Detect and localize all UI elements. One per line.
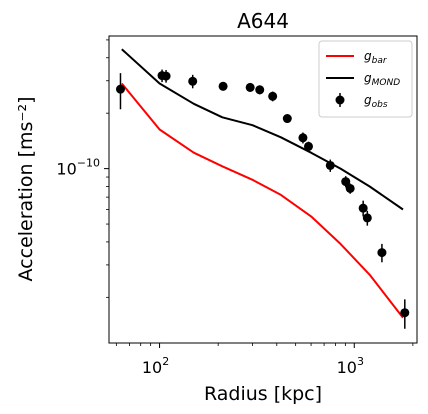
x-axis-label: Radius [kpc] (204, 383, 322, 405)
series-obs-point (188, 76, 198, 86)
series-obs-point (298, 133, 308, 143)
y-axis-label: Acceleration [ms⁻²] (15, 97, 37, 282)
legend-obs-label: gobs (364, 93, 388, 110)
series-obs-point (341, 177, 351, 187)
legend-MOND-label: gMOND (364, 71, 400, 88)
series-obs-point (282, 114, 292, 124)
legend-bar-label: gbar (364, 49, 388, 66)
x-tick-label: 102 (142, 355, 169, 377)
series-obs-point (245, 82, 255, 92)
series-obs-point (115, 84, 125, 94)
series-obs-point (161, 71, 171, 81)
x-tick-label: 103 (337, 355, 364, 377)
series-obs-point (303, 141, 313, 151)
legend-obs-marker (335, 95, 345, 105)
legend: gbar gMOND gobs (318, 40, 413, 118)
series-obs-point (345, 183, 355, 193)
series-MOND-line (121, 48, 404, 211)
series-obs-point (358, 203, 368, 213)
series-obs-point (268, 91, 278, 101)
series-obs-point (325, 160, 335, 170)
plot-area (115, 48, 410, 329)
series-obs-point (362, 213, 372, 223)
plot-frame (108, 35, 418, 344)
chart-title: A644 (237, 9, 289, 33)
series-obs-point (400, 308, 410, 318)
series-obs-point (377, 248, 387, 258)
series-obs-point (255, 85, 265, 95)
y-tick-label: 10−10 (56, 157, 100, 179)
series-obs-point (218, 81, 228, 91)
series-bar-line (121, 82, 404, 319)
axis-ticks: 102 103 10−10 (56, 39, 414, 377)
